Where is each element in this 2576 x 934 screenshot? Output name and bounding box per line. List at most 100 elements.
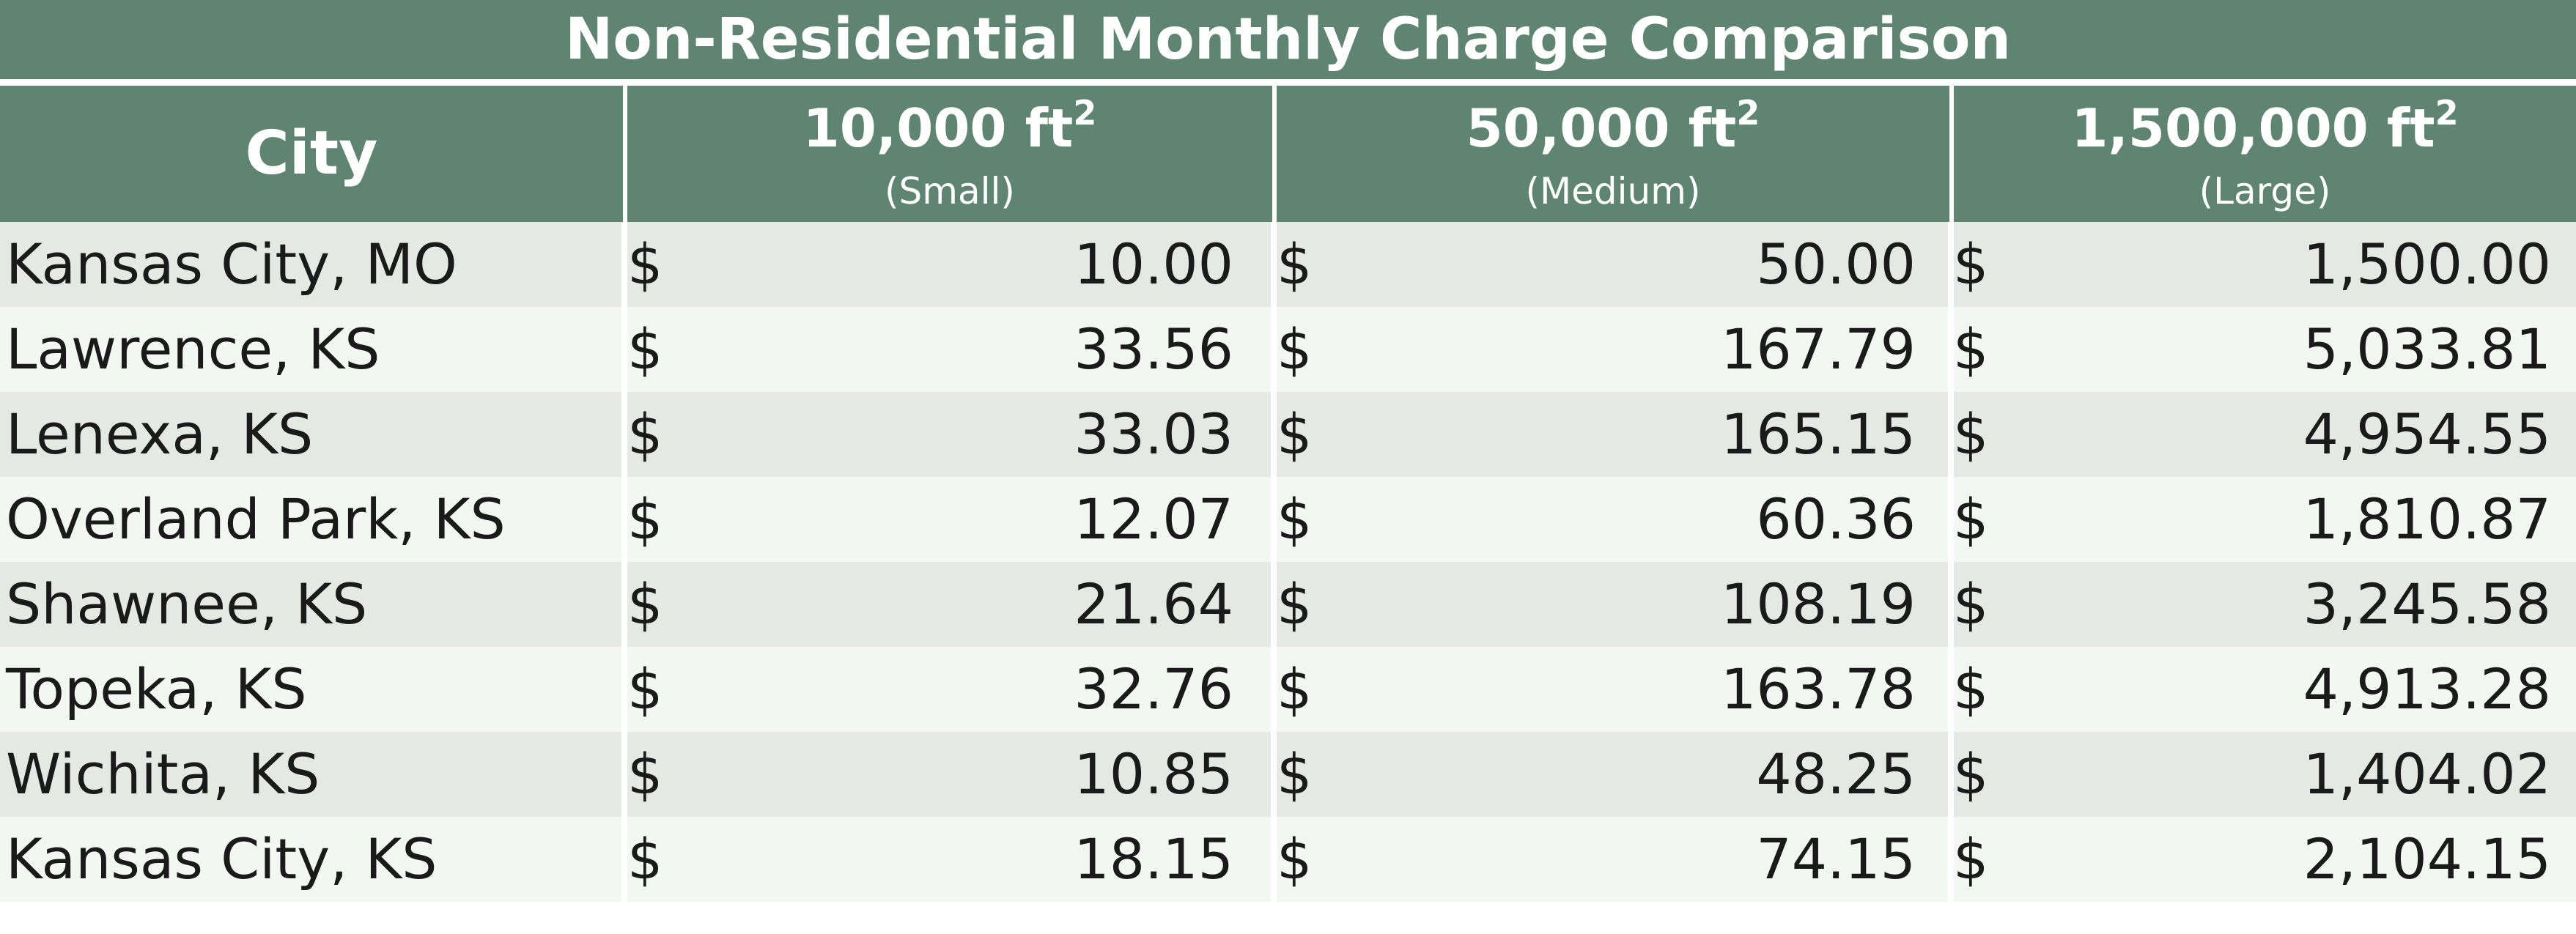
table-body: Kansas City, MO $ 10.00 $ 50.00 $ 1,500.… bbox=[0, 222, 2576, 902]
header-large-size: (Large) bbox=[2199, 170, 2331, 212]
cell-divider bbox=[621, 817, 627, 902]
small-charge-cell: 32.76 bbox=[1074, 656, 1233, 722]
medium-charge-cell: 163.78 bbox=[1721, 656, 1916, 722]
cell-divider bbox=[621, 477, 627, 562]
medium-charge-cell: 167.79 bbox=[1721, 316, 1916, 382]
currency-symbol: $ bbox=[1953, 741, 1989, 807]
currency-symbol: $ bbox=[1277, 401, 1313, 467]
city-cell: Overland Park, KS bbox=[6, 486, 506, 552]
cell-divider bbox=[1948, 392, 1954, 477]
city-cell: Lawrence, KS bbox=[6, 316, 380, 382]
cell-divider bbox=[621, 647, 627, 732]
currency-symbol: $ bbox=[1953, 316, 1989, 382]
cell-divider bbox=[1271, 307, 1277, 392]
currency-symbol: $ bbox=[1277, 486, 1313, 552]
cell-divider bbox=[1948, 647, 1954, 732]
currency-symbol: $ bbox=[627, 231, 663, 297]
currency-symbol: $ bbox=[1953, 401, 1989, 467]
city-cell: Kansas City, KS bbox=[6, 826, 438, 892]
cell-divider bbox=[1271, 477, 1277, 562]
header-small: 10,000 ft2 (Small) bbox=[627, 86, 1272, 222]
city-cell: Topeka, KS bbox=[6, 656, 307, 722]
currency-symbol: $ bbox=[1277, 571, 1313, 637]
cell-divider bbox=[1948, 307, 1954, 392]
table-row: Wichita, KS $ 10.85 $ 48.25 $ 1,404.02 bbox=[0, 732, 2576, 817]
small-charge-cell: 33.03 bbox=[1074, 401, 1233, 467]
medium-charge-cell: 50.00 bbox=[1756, 231, 1916, 297]
header-medium-area-text: 50,000 ft bbox=[1466, 97, 1737, 159]
cell-divider bbox=[1948, 222, 1954, 307]
currency-symbol: $ bbox=[627, 826, 663, 892]
currency-symbol: $ bbox=[1953, 486, 1989, 552]
currency-symbol: $ bbox=[627, 486, 663, 552]
currency-symbol: $ bbox=[1953, 231, 1989, 297]
table-row: Kansas City, KS $ 18.15 $ 74.15 $ 2,104.… bbox=[0, 817, 2576, 902]
header-medium: 50,000 ft2 (Medium) bbox=[1277, 86, 1949, 222]
currency-symbol: $ bbox=[627, 741, 663, 807]
header-large-area: 1,500,000 ft2 bbox=[1954, 94, 2576, 162]
header-large: 1,500,000 ft2 (Large) bbox=[1954, 86, 2576, 222]
table-row: Topeka, KS $ 32.76 $ 163.78 $ 4,913.28 bbox=[0, 647, 2576, 732]
header-medium-exponent: 2 bbox=[1736, 93, 1760, 133]
city-cell: Lenexa, KS bbox=[6, 401, 314, 467]
medium-charge-cell: 108.19 bbox=[1721, 571, 1916, 637]
currency-symbol: $ bbox=[1277, 316, 1313, 382]
table-header-row: City 10,000 ft2 (Small) 50,000 ft2 (Medi… bbox=[0, 86, 2576, 222]
cell-divider bbox=[621, 307, 627, 392]
currency-symbol: $ bbox=[1277, 231, 1313, 297]
large-charge-cell: 4,913.28 bbox=[2303, 656, 2551, 722]
header-small-area-text: 10,000 ft bbox=[802, 97, 1074, 159]
currency-symbol: $ bbox=[627, 571, 663, 637]
cell-divider bbox=[1271, 392, 1277, 477]
cell-divider bbox=[621, 392, 627, 477]
large-charge-cell: 5,033.81 bbox=[2303, 316, 2551, 382]
medium-charge-cell: 48.25 bbox=[1756, 741, 1916, 807]
header-small-exponent: 2 bbox=[1073, 93, 1097, 133]
table-row: Kansas City, MO $ 10.00 $ 50.00 $ 1,500.… bbox=[0, 222, 2576, 307]
table-row: Lenexa, KS $ 33.03 $ 165.15 $ 4,954.55 bbox=[0, 392, 2576, 477]
header-small-size: (Small) bbox=[885, 170, 1015, 212]
currency-symbol: $ bbox=[627, 316, 663, 382]
cell-divider bbox=[621, 222, 627, 307]
cell-divider bbox=[621, 732, 627, 817]
small-charge-cell: 33.56 bbox=[1074, 316, 1233, 382]
cell-divider bbox=[621, 562, 627, 647]
title-divider bbox=[0, 79, 2576, 86]
header-large-area-text: 1,500,000 ft bbox=[2071, 97, 2435, 159]
table-row: Shawnee, KS $ 21.64 $ 108.19 $ 3,245.58 bbox=[0, 562, 2576, 647]
city-cell: Wichita, KS bbox=[6, 741, 320, 807]
cell-divider bbox=[1271, 817, 1277, 902]
currency-symbol: $ bbox=[1953, 571, 1989, 637]
currency-symbol: $ bbox=[1277, 656, 1313, 722]
cell-divider bbox=[1271, 222, 1277, 307]
large-charge-cell: 1,810.87 bbox=[2303, 486, 2551, 552]
large-charge-cell: 3,245.58 bbox=[2303, 571, 2551, 637]
table-row: Lawrence, KS $ 33.56 $ 167.79 $ 5,033.81 bbox=[0, 307, 2576, 392]
small-charge-cell: 10.85 bbox=[1074, 741, 1233, 807]
header-city: City bbox=[0, 86, 623, 222]
large-charge-cell: 2,104.15 bbox=[2303, 826, 2551, 892]
medium-charge-cell: 60.36 bbox=[1756, 486, 1916, 552]
header-divider bbox=[623, 86, 627, 222]
large-charge-cell: 4,954.55 bbox=[2303, 401, 2551, 467]
table-row: Overland Park, KS $ 12.07 $ 60.36 $ 1,81… bbox=[0, 477, 2576, 562]
city-cell: Kansas City, MO bbox=[6, 231, 457, 297]
cell-divider bbox=[1948, 562, 1954, 647]
header-medium-size: (Medium) bbox=[1525, 170, 1701, 212]
header-divider bbox=[1272, 86, 1277, 222]
header-large-exponent: 2 bbox=[2435, 93, 2459, 133]
header-small-area: 10,000 ft2 bbox=[627, 94, 1272, 162]
currency-symbol: $ bbox=[1953, 826, 1989, 892]
small-charge-cell: 12.07 bbox=[1074, 486, 1233, 552]
header-city-label: City bbox=[245, 119, 378, 188]
cell-divider bbox=[1948, 817, 1954, 902]
header-medium-area: 50,000 ft2 bbox=[1277, 94, 1949, 162]
cell-divider bbox=[1271, 647, 1277, 732]
header-divider bbox=[1949, 86, 1954, 222]
medium-charge-cell: 165.15 bbox=[1721, 401, 1916, 467]
medium-charge-cell: 74.15 bbox=[1756, 826, 1916, 892]
cell-divider bbox=[1948, 732, 1954, 817]
small-charge-cell: 10.00 bbox=[1074, 231, 1233, 297]
cell-divider bbox=[1271, 562, 1277, 647]
currency-symbol: $ bbox=[1277, 741, 1313, 807]
